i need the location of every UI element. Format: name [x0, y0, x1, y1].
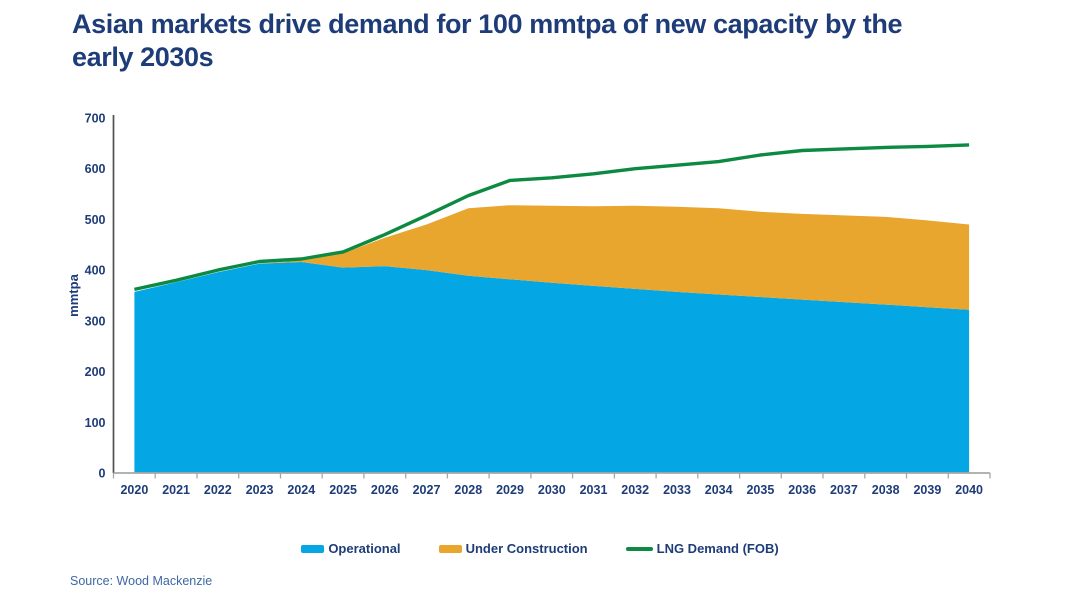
page-title-line1: Asian markets drive demand for 100 mmtpa… — [72, 9, 903, 39]
operational-swatch-icon — [301, 544, 325, 553]
lng-demand-line — [134, 143, 970, 292]
y-axis-title: mmtpa — [66, 273, 81, 316]
x-tick-label: 2039 — [913, 483, 941, 497]
legend: Operational Under Construction LNG Deman… — [0, 541, 1080, 556]
y-tick-label: 400 — [85, 264, 106, 278]
x-tick-label: 2032 — [621, 483, 649, 497]
x-tick-label: 2038 — [872, 483, 900, 497]
legend-item-under-construction: Under Construction — [438, 541, 588, 556]
x-tick-label: 2020 — [120, 483, 148, 497]
under-construction-swatch-icon — [438, 544, 462, 553]
x-tick-label: 2022 — [204, 483, 232, 497]
x-tick-label: 2034 — [705, 483, 733, 497]
x-tick-label: 2026 — [371, 483, 399, 497]
x-tick-label: 2025 — [329, 483, 357, 497]
lng-demand-line-swatch-icon — [625, 546, 653, 551]
x-tick-label: 2024 — [287, 483, 315, 497]
x-tick-label: 2037 — [830, 483, 858, 497]
x-tick-label: 2021 — [162, 483, 190, 497]
legend-label-operational: Operational — [328, 541, 401, 556]
y-tick-label: 700 — [85, 112, 106, 126]
x-tick-label: 2023 — [246, 483, 274, 497]
legend-label-under-construction: Under Construction — [465, 541, 588, 556]
x-tick-label: 2029 — [496, 483, 524, 497]
x-tick-label: 2028 — [454, 483, 482, 497]
x-tick-label: 2033 — [663, 483, 691, 497]
page-title-line2: early 2030s — [72, 41, 214, 72]
x-tick-label: 2036 — [788, 483, 816, 497]
legend-item-operational: Operational — [301, 541, 401, 556]
y-tick-label: 600 — [85, 162, 106, 176]
source-note: Source: Wood Mackenzie — [70, 574, 213, 588]
x-tick-label: 2031 — [580, 483, 608, 497]
legend-item-lng-demand: LNG Demand (FOB) — [625, 541, 779, 556]
y-tick-label: 200 — [85, 365, 106, 379]
legend-label-lng-demand: LNG Demand (FOB) — [656, 541, 779, 556]
under-construction-area — [134, 205, 970, 310]
y-tick-label: 100 — [85, 416, 106, 430]
y-tick-label: 300 — [85, 314, 106, 328]
x-tick-label: 2027 — [413, 483, 441, 497]
x-tick-label: 2035 — [746, 483, 774, 497]
page-title: Asian markets drive demand for 100 mmtpa… — [72, 8, 1032, 74]
x-tick-label: 2040 — [955, 483, 983, 497]
operational-area — [134, 262, 970, 473]
x-tick-label: 2030 — [538, 483, 566, 497]
y-tick-label: 0 — [99, 467, 106, 481]
y-tick-label: 500 — [85, 213, 106, 227]
